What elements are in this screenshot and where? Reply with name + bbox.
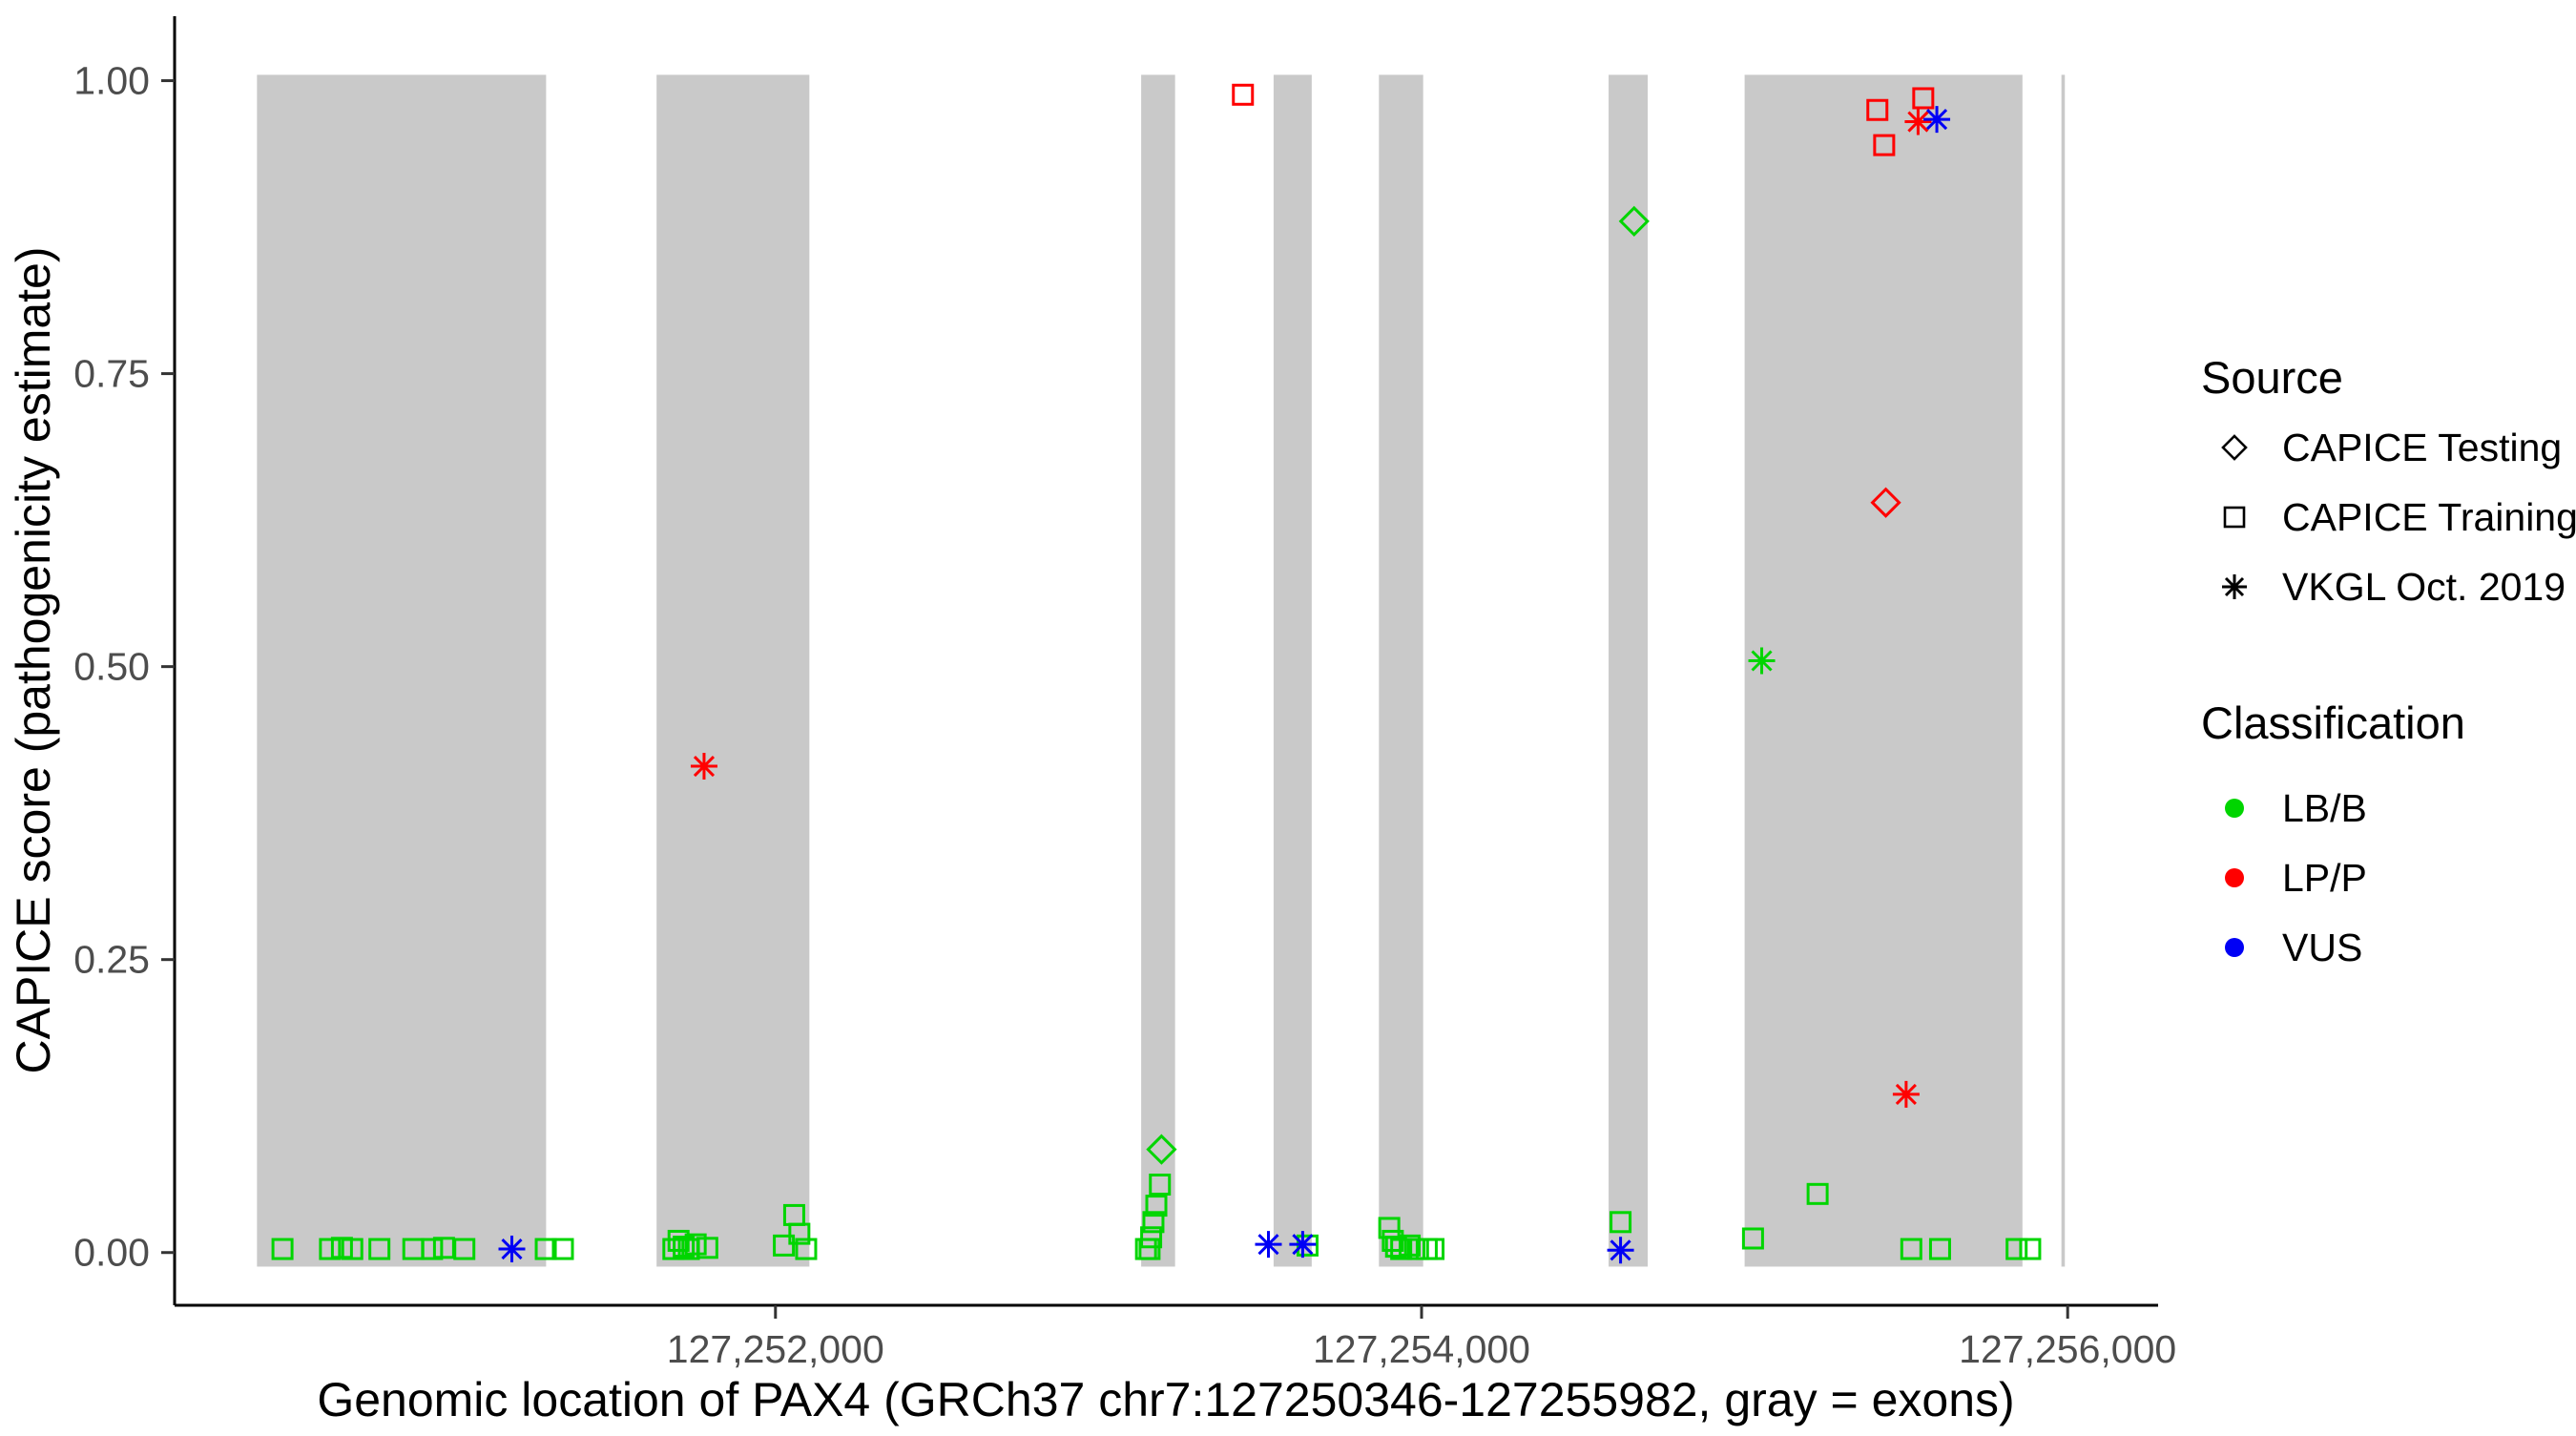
y-axis-ticks: 0.00 0.25 0.50 0.75 1.00 bbox=[73, 59, 175, 1275]
data-point-asterisk bbox=[1607, 1237, 1634, 1264]
exon-band bbox=[656, 74, 810, 1267]
y-tick-label: 0.75 bbox=[73, 352, 150, 396]
data-point-square bbox=[271, 1238, 294, 1260]
legend-item-lbb: LB/B bbox=[2282, 786, 2367, 830]
x-axis-title: Genomic location of PAX4 (GRCh37 chr7:12… bbox=[317, 1373, 2014, 1426]
data-point-square bbox=[551, 1238, 574, 1260]
data-point-square bbox=[1806, 1182, 1829, 1205]
x-axis-ticks: 127,252,000 127,254,000 127,256,000 bbox=[667, 1305, 2176, 1371]
data-point-square bbox=[341, 1238, 364, 1260]
legend-classification-title: Classification bbox=[2201, 697, 2465, 748]
legend-source: Source CAPICE Testing CAPICE Training VK… bbox=[2201, 352, 2576, 609]
legend-item-capice-training: CAPICE Training bbox=[2282, 495, 2576, 539]
data-point-diamond bbox=[1618, 205, 1650, 238]
data-point-square bbox=[1140, 1226, 1163, 1249]
data-point-square bbox=[1142, 1211, 1165, 1234]
exon-band bbox=[1141, 74, 1175, 1267]
data-point-square bbox=[684, 1233, 707, 1256]
exon-band bbox=[1744, 74, 2023, 1267]
data-point-square bbox=[795, 1238, 818, 1260]
exon-band bbox=[1273, 74, 1312, 1267]
legend-item-lpp: LP/P bbox=[2282, 856, 2367, 900]
asterisk-icon bbox=[2222, 574, 2247, 599]
data-point-square bbox=[1866, 98, 1889, 121]
data-point-square bbox=[534, 1238, 557, 1260]
legend-item-vus: VUS bbox=[2282, 926, 2362, 969]
data-point-asterisk bbox=[1255, 1231, 1282, 1259]
data-point-square bbox=[2005, 1238, 2028, 1260]
diamond-icon bbox=[2221, 434, 2248, 461]
exon-band bbox=[1379, 74, 1423, 1267]
legend-item-capice-testing: CAPICE Testing bbox=[2282, 426, 2562, 469]
exon-bands bbox=[257, 74, 2066, 1267]
exon-band bbox=[257, 74, 547, 1267]
data-point-square bbox=[673, 1236, 696, 1259]
legend-classification: Classification LB/B LP/P VUS bbox=[2201, 697, 2465, 969]
data-point-square bbox=[1912, 87, 1935, 110]
data-point-asterisk bbox=[1748, 647, 1776, 675]
data-point-square bbox=[1232, 83, 1255, 106]
data-point-square bbox=[319, 1238, 342, 1260]
data-point-square bbox=[368, 1238, 391, 1260]
data-point-square bbox=[1741, 1227, 1764, 1250]
data-point-square bbox=[1610, 1211, 1632, 1234]
data-point-square bbox=[1149, 1173, 1172, 1196]
data-points bbox=[271, 83, 2042, 1264]
data-point-asterisk bbox=[498, 1236, 526, 1263]
data-point-square bbox=[1145, 1195, 1168, 1217]
x-tick-label: 127,252,000 bbox=[667, 1327, 884, 1371]
data-point-diamond bbox=[1870, 487, 1901, 518]
data-point-square bbox=[788, 1222, 811, 1245]
y-tick-label: 0.50 bbox=[73, 645, 150, 689]
square-icon bbox=[2223, 506, 2246, 529]
data-point-diamond bbox=[1146, 1134, 1177, 1165]
lpp-dot-icon bbox=[2225, 868, 2244, 887]
data-point-square bbox=[421, 1238, 444, 1260]
x-tick-label: 127,254,000 bbox=[1313, 1327, 1530, 1371]
data-point-square bbox=[1423, 1238, 1445, 1260]
data-point-asterisk bbox=[1892, 1080, 1920, 1108]
data-point-square bbox=[1384, 1236, 1407, 1259]
lbb-dot-icon bbox=[2225, 799, 2244, 818]
gene-boundary-line bbox=[2061, 74, 2066, 1267]
data-point-square bbox=[1928, 1238, 1951, 1260]
data-point-square bbox=[1138, 1238, 1161, 1260]
vus-dot-icon bbox=[2225, 938, 2244, 957]
y-axis-title: CAPICE score (pathogenicity estimate) bbox=[7, 246, 60, 1073]
data-point-asterisk bbox=[1923, 106, 1951, 134]
y-tick-label: 0.00 bbox=[73, 1231, 150, 1275]
y-tick-label: 0.25 bbox=[73, 938, 150, 982]
x-tick-label: 127,256,000 bbox=[1959, 1327, 2176, 1371]
data-point-asterisk bbox=[1904, 108, 1932, 135]
data-point-square bbox=[1873, 134, 1896, 156]
legend-source-title: Source bbox=[2201, 352, 2343, 403]
data-point-square bbox=[453, 1238, 476, 1260]
data-point-asterisk bbox=[1289, 1231, 1317, 1259]
data-point-square bbox=[2019, 1238, 2042, 1260]
legend-item-vkgl: VKGL Oct. 2019 bbox=[2282, 565, 2566, 609]
data-point-square bbox=[696, 1237, 718, 1259]
data-point-square bbox=[1900, 1238, 1922, 1260]
data-point-asterisk bbox=[690, 753, 717, 780]
y-tick-label: 1.00 bbox=[73, 59, 150, 103]
data-point-square bbox=[773, 1234, 796, 1257]
exon-band bbox=[1609, 74, 1649, 1267]
